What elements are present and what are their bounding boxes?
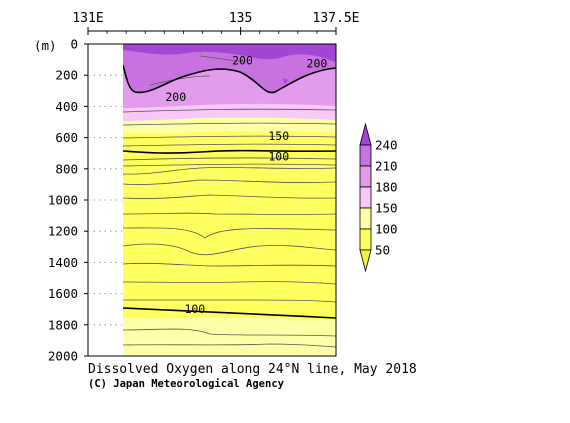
filled-contours	[123, 44, 336, 356]
thin-contour-lines	[123, 55, 336, 348]
contour-labels: 200 200 200 150 100 100	[165, 53, 328, 316]
x-axis-ticks: 131E 135 137.5E	[72, 11, 359, 35]
colorbar-label: 240	[375, 138, 398, 153]
y-tick-label: 1800	[48, 317, 78, 332]
y-tick-label: 2000	[48, 349, 78, 364]
y-tick-label: 0	[70, 37, 78, 52]
y-axis-ticks: 0 200 400 600 800 1000 1200 1400 1600 1800 2000	[48, 37, 122, 364]
y-tick-label: 600	[55, 130, 78, 145]
contour-label: 200	[307, 57, 328, 71]
y-tick-label: 1200	[48, 224, 78, 239]
chart-title: Dissolved Oxygen along 24°N line, May 20…	[88, 362, 417, 377]
contour-label: 100	[268, 149, 289, 163]
colorbar-label: 180	[375, 180, 398, 195]
contour-label: 200	[232, 53, 253, 67]
bold-contour-lines	[123, 64, 336, 319]
colorbar-bottom-arrow	[359, 249, 372, 273]
y-tick-label: 1600	[48, 286, 78, 301]
x-tick-label: 137.5E	[313, 11, 360, 26]
y-unit-label: (m)	[34, 38, 57, 53]
colorbar-box	[359, 228, 372, 251]
y-tick-label: 800	[55, 161, 78, 176]
colorbar-label: 150	[375, 201, 398, 216]
contour-label: 200	[165, 90, 186, 104]
credit-line: (C) Japan Meteorological Agency	[88, 378, 285, 390]
colorbar-box	[359, 186, 372, 209]
y-tick-label: 200	[55, 68, 78, 83]
colorbar: 240 210 180 150 100 50	[359, 122, 398, 273]
y-tick-label: 1400	[48, 255, 78, 270]
colorbar-label: 210	[375, 159, 398, 174]
colorbar-top-arrow	[359, 122, 372, 146]
x-tick-label: 131E	[72, 11, 103, 26]
small-feature	[283, 78, 288, 84]
x-tick-label: 135	[229, 11, 252, 26]
contour-label: 150	[268, 129, 289, 143]
colorbar-box	[359, 207, 372, 230]
colorbar-label: 50	[375, 243, 390, 258]
y-tick-label: 400	[55, 99, 78, 114]
colorbar-box	[359, 144, 372, 167]
y-tick-label: 1000	[48, 193, 78, 208]
contour-label: 100	[184, 302, 205, 316]
colorbar-label: 100	[375, 222, 398, 237]
colorbar-box	[359, 165, 372, 188]
